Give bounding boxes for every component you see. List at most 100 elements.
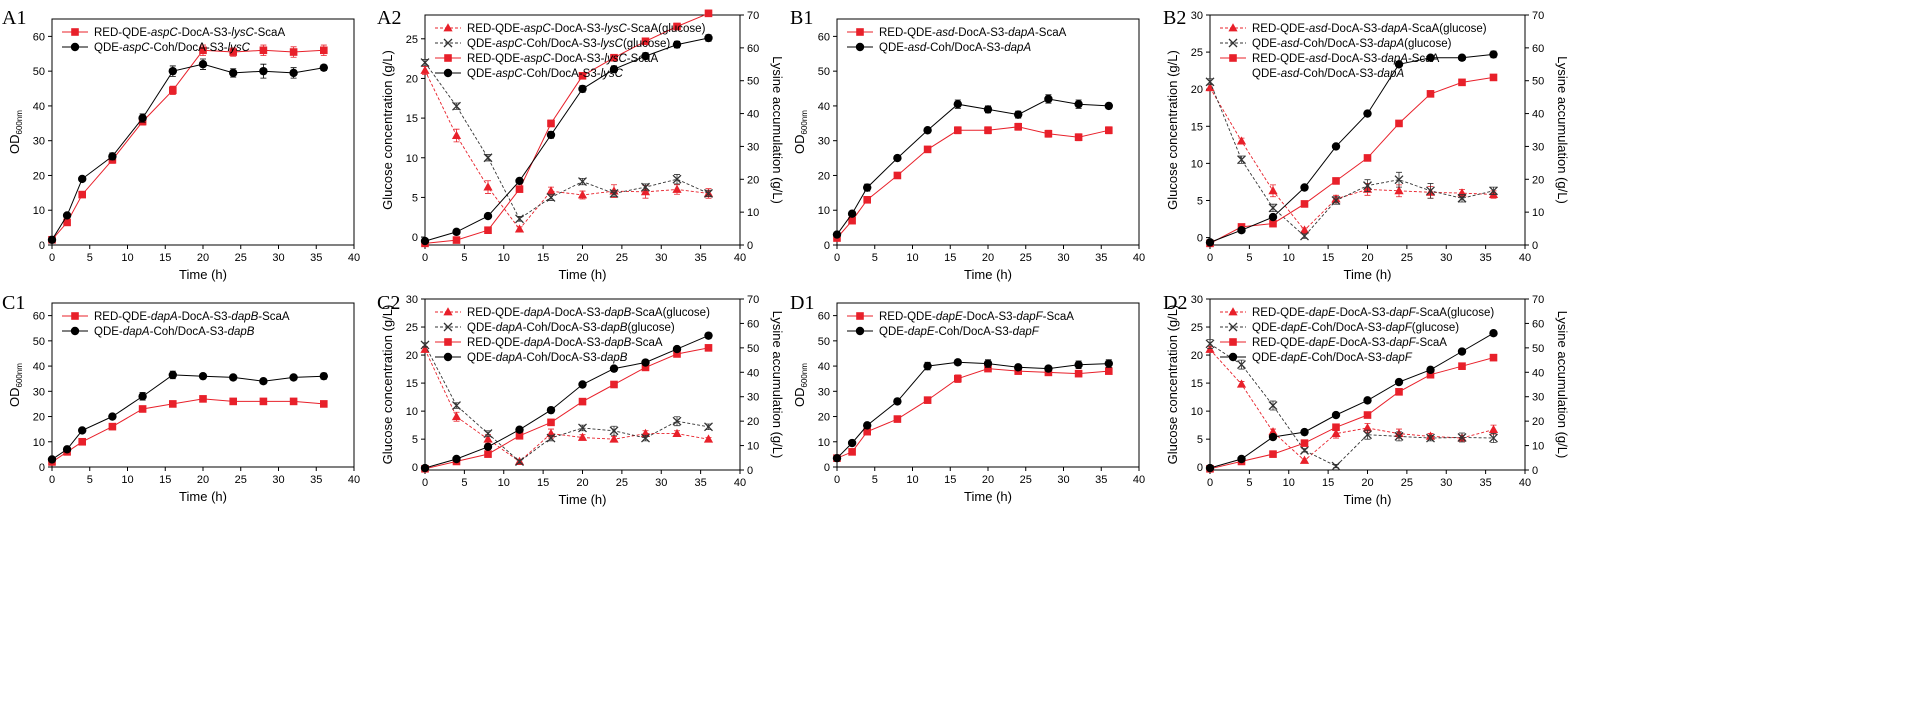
legend-label-part: QDE- (467, 352, 496, 364)
data-point (546, 433, 556, 443)
legend-marker (443, 352, 453, 362)
panel-label: B1 (790, 7, 813, 29)
legend-label-part: RED-QDE- (467, 337, 524, 349)
data-point (640, 187, 651, 196)
y-tick-label: 0 (824, 240, 830, 252)
legend-label-gene: asd (936, 27, 955, 39)
data-point (420, 58, 430, 68)
legend-label-part: (glucose) (1412, 322, 1459, 334)
legend: RED-QDE-dapA-DocA-S3-dapB-ScaA(glucose)Q… (435, 307, 710, 364)
data-point (847, 438, 857, 448)
series-3 (1205, 329, 1498, 473)
legend-label-part: -DocA-S3- (963, 311, 1017, 323)
data-point (515, 425, 524, 434)
legend-label-gene: dapF (1016, 311, 1043, 323)
series-line (51, 63, 324, 241)
series-line (1209, 53, 1494, 243)
data-point (320, 46, 328, 55)
legend-label-part: RED-QDE- (94, 27, 151, 39)
data-point (546, 130, 556, 140)
legend-label-part: -DocA-S3- (551, 307, 605, 319)
x-tick-label: 10 (121, 252, 133, 264)
x-axis-label: Time (h) (559, 267, 607, 282)
y2-tick-label: 70 (747, 10, 759, 22)
series-line (424, 335, 709, 469)
x-tick-label: 35 (1095, 252, 1107, 264)
data-point (673, 22, 681, 31)
y2-tick-label: 20 (747, 416, 759, 428)
y-tick-label: 0 (1197, 233, 1203, 245)
series-3 (420, 33, 713, 246)
data-point (78, 190, 86, 199)
y-tick-label: 5 (1197, 434, 1203, 446)
x-tick-label: 5 (461, 477, 467, 489)
x-tick-label: 25 (235, 252, 247, 264)
data-point (641, 363, 650, 372)
x-tick-label: 10 (906, 474, 918, 486)
data-point (138, 392, 147, 401)
x-tick-label: 5 (461, 252, 467, 264)
data-point (1363, 411, 1372, 419)
data-point (1331, 142, 1341, 151)
legend-marker (71, 28, 79, 36)
series-line (424, 347, 709, 470)
data-point (1236, 136, 1247, 145)
data-point (610, 380, 618, 389)
y-tick-label: 40 (818, 361, 830, 373)
x-tick-label: 5 (872, 252, 878, 264)
legend-label-part: -Coh/DocA-S3- (926, 42, 1004, 54)
legend-label-part: QDE- (1252, 322, 1281, 334)
data-point (1104, 101, 1114, 111)
legend-label: RED-QDE-asd-DocA-S3-dapA-ScaA(glucose) (1252, 23, 1487, 35)
legend: RED-QDE-asd-DocA-S3-dapA-ScaAQDE-asd-Coh… (847, 27, 1067, 54)
data-point (319, 371, 328, 381)
y2-tick-label: 60 (1532, 43, 1544, 55)
legend-label-part: -DocA-S3- (1336, 307, 1390, 319)
data-point (199, 395, 207, 403)
series-line (1209, 343, 1494, 467)
legend: RED-QDE-aspC-DocA-S3-lysC-ScaA(glucose)Q… (435, 23, 706, 80)
series-1 (832, 358, 1114, 463)
series-2 (1206, 73, 1498, 248)
x-tick-label: 20 (1361, 477, 1373, 489)
data-point (452, 101, 461, 111)
data-point (229, 48, 237, 56)
data-point (953, 358, 962, 367)
y-tick-label: 30 (1191, 10, 1203, 22)
y-tick-label: 40 (33, 361, 45, 373)
x-tick-label: 35 (695, 252, 707, 264)
legend-marker (70, 326, 80, 336)
x-tick-label: 30 (1057, 252, 1069, 264)
y-tick-label: 20 (1191, 84, 1203, 96)
y-tick-label: 20 (406, 73, 418, 85)
data-point (704, 9, 713, 18)
y-tick-label: 15 (406, 113, 418, 125)
y-tick-label: 60 (818, 311, 830, 323)
x-tick-label: 40 (348, 252, 360, 264)
data-point (1104, 359, 1114, 368)
legend-label-gene: dapA (524, 337, 551, 349)
data-point (1489, 433, 1498, 443)
data-point (863, 196, 871, 204)
data-point (1074, 360, 1083, 370)
legend-label-gene: dapE (1281, 322, 1308, 334)
data-point (704, 33, 713, 43)
x-tick-label: 0 (49, 474, 55, 486)
y-tick-label: 10 (406, 406, 418, 418)
data-point (923, 396, 932, 404)
data-point (515, 214, 524, 224)
legend-marker (443, 23, 453, 32)
data-point (63, 218, 71, 227)
data-point (229, 373, 238, 382)
y-axis-label-main: OD (7, 387, 22, 407)
data-point (1394, 175, 1404, 185)
y-tick-label: 30 (818, 386, 830, 398)
data-point (1014, 110, 1023, 119)
y-tick-label: 10 (406, 153, 418, 165)
data-point (1044, 129, 1053, 138)
data-point (703, 434, 714, 443)
data-point (704, 422, 713, 432)
data-point (577, 432, 588, 441)
data-point (1395, 119, 1403, 128)
y-tick-label: 5 (412, 434, 418, 446)
